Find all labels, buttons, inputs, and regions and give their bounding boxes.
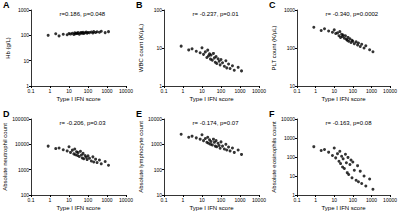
svg-text:r= -0.237, p=0.01: r= -0.237, p=0.01	[193, 11, 240, 17]
svg-text:1000: 1000	[234, 88, 245, 94]
svg-text:Type I IFN score: Type I IFN score	[189, 205, 234, 211]
svg-text:100: 100	[287, 154, 296, 160]
svg-text:1000: 1000	[284, 7, 295, 13]
svg-text:100: 100	[21, 32, 30, 38]
svg-text:1000: 1000	[366, 197, 377, 203]
svg-text:0.1: 0.1	[28, 88, 35, 94]
svg-text:10000: 10000	[148, 116, 162, 122]
svg-text:0.1: 0.1	[161, 197, 168, 203]
svg-text:E: E	[136, 109, 142, 119]
svg-text:1000: 1000	[101, 197, 112, 203]
svg-text:10000: 10000	[119, 88, 133, 94]
svg-text:F: F	[269, 109, 275, 119]
svg-text:r= -0.340, p=0.0002: r= -0.340, p=0.0002	[326, 11, 379, 17]
svg-text:100: 100	[217, 88, 226, 94]
svg-text:Type I IFN score: Type I IFN score	[322, 96, 367, 102]
svg-text:10000: 10000	[281, 116, 295, 122]
svg-text:10: 10	[331, 197, 337, 203]
svg-text:1: 1	[314, 197, 317, 203]
svg-text:10: 10	[66, 88, 72, 94]
svg-text:1000: 1000	[18, 7, 29, 13]
svg-text:PLT count (K/μL): PLT count (K/μL)	[271, 26, 277, 71]
svg-text:1000: 1000	[151, 141, 162, 147]
svg-text:10000: 10000	[252, 88, 266, 94]
svg-text:10: 10	[199, 197, 205, 203]
svg-text:C: C	[269, 0, 276, 10]
svg-text:1: 1	[49, 197, 52, 203]
svg-text:Absolute lymphocyte count: Absolute lymphocyte count	[138, 121, 144, 193]
svg-text:r= -0.206, p=0.03: r= -0.206, p=0.03	[60, 120, 107, 126]
svg-text:0.1: 0.1	[294, 88, 301, 94]
svg-text:Type I IFN score: Type I IFN score	[189, 96, 234, 102]
svg-text:10: 10	[23, 58, 29, 64]
svg-text:D: D	[3, 109, 10, 119]
svg-text:1000: 1000	[18, 167, 29, 173]
svg-text:10: 10	[199, 88, 205, 94]
svg-text:1: 1	[292, 192, 295, 198]
svg-text:1000: 1000	[366, 88, 377, 94]
svg-text:100: 100	[84, 197, 93, 203]
svg-text:10000: 10000	[15, 141, 29, 147]
svg-text:1: 1	[182, 197, 185, 203]
svg-text:100000: 100000	[12, 116, 29, 122]
svg-text:10000: 10000	[119, 197, 133, 203]
svg-text:100: 100	[154, 167, 163, 173]
svg-text:1: 1	[182, 88, 185, 94]
svg-text:10: 10	[156, 45, 162, 51]
svg-text:WBC count (K/μL): WBC count (K/μL)	[138, 24, 144, 72]
svg-text:100: 100	[217, 197, 226, 203]
svg-text:B: B	[136, 0, 143, 10]
svg-text:Absolute eosinophils count: Absolute eosinophils count	[271, 121, 277, 193]
svg-text:10000: 10000	[383, 88, 397, 94]
svg-text:10: 10	[289, 173, 295, 179]
svg-text:1000: 1000	[234, 197, 245, 203]
svg-text:A: A	[3, 0, 10, 10]
svg-text:100: 100	[349, 88, 358, 94]
svg-text:10: 10	[331, 88, 337, 94]
svg-text:0.1: 0.1	[294, 197, 301, 203]
svg-text:100: 100	[287, 45, 296, 51]
svg-text:100: 100	[84, 88, 93, 94]
svg-text:1000: 1000	[101, 88, 112, 94]
svg-text:Hb (g/L): Hb (g/L)	[5, 37, 11, 59]
svg-text:0.1: 0.1	[161, 88, 168, 94]
svg-text:Type I IFN score: Type I IFN score	[322, 205, 367, 211]
svg-text:1000: 1000	[284, 135, 295, 141]
svg-text:1: 1	[159, 83, 162, 89]
svg-text:1: 1	[49, 88, 52, 94]
svg-text:10000: 10000	[383, 197, 397, 203]
svg-text:r= -0.174, p=0.07: r= -0.174, p=0.07	[193, 120, 240, 126]
svg-text:r= -0.163, p=0.08: r= -0.163, p=0.08	[326, 120, 373, 126]
svg-text:10: 10	[66, 197, 72, 203]
svg-text:Absolute neutrophil count: Absolute neutrophil count	[2, 123, 8, 191]
svg-text:Type I IFN score: Type I IFN score	[56, 96, 101, 102]
svg-text:10000: 10000	[252, 197, 266, 203]
svg-text:0.1: 0.1	[28, 197, 35, 203]
svg-text:100: 100	[349, 197, 358, 203]
svg-text:1: 1	[26, 83, 29, 89]
svg-text:Type I IFN score: Type I IFN score	[56, 205, 101, 211]
svg-text:1: 1	[314, 88, 317, 94]
svg-text:100: 100	[154, 7, 163, 13]
svg-text:10: 10	[289, 83, 295, 89]
svg-text:100: 100	[20, 192, 29, 198]
svg-text:r=0.186, p=0.048: r=0.186, p=0.048	[60, 11, 106, 17]
svg-text:10: 10	[156, 192, 162, 198]
